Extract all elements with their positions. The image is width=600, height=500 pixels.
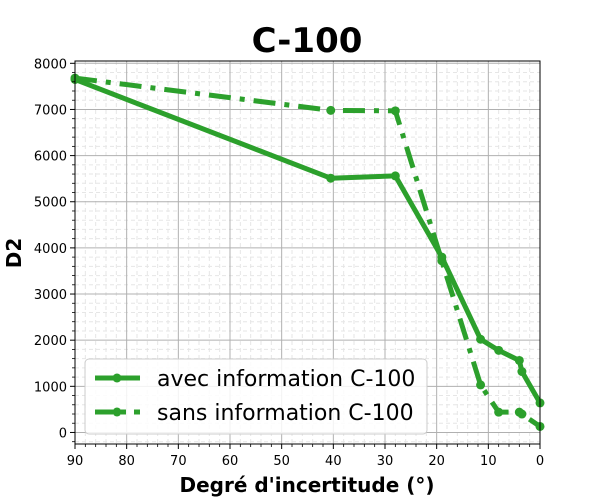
series-2: [70, 73, 545, 431]
data-point: [476, 380, 486, 390]
y-tick-label: 6000: [34, 150, 67, 165]
x-tick-label: 10: [480, 454, 497, 469]
y-tick-label: 1000: [34, 380, 67, 395]
data-point: [476, 334, 486, 344]
y-axis-label: D2: [2, 238, 26, 269]
data-point: [326, 105, 336, 115]
data-point: [514, 355, 524, 365]
y-tick-label: 3000: [34, 288, 67, 303]
data-point: [517, 367, 527, 377]
y-tick-label: 8000: [34, 57, 67, 72]
series-1: [70, 74, 545, 408]
x-tick-label: 80: [118, 454, 135, 469]
x-tick-label: 0: [536, 454, 544, 469]
data-point: [494, 345, 504, 355]
series-layer: [70, 73, 545, 431]
data-point: [517, 409, 527, 419]
x-tick-label: 40: [325, 454, 342, 469]
legend-marker: [112, 407, 122, 417]
legend-label: sans information C-100: [157, 401, 414, 426]
x-tick-label: 30: [377, 454, 394, 469]
x-axis: 90 80 70 60 50 40 30 20 10 0: [67, 444, 544, 469]
x-tick-label: 20: [428, 454, 445, 469]
data-point: [437, 256, 447, 266]
data-point: [390, 106, 400, 116]
y-axis: 0 1000 2000 3000 4000 5000 6000 7000 8000: [34, 57, 75, 443]
data-point: [326, 173, 336, 183]
data-point: [390, 171, 400, 181]
plot-frame: [74, 60, 541, 445]
x-tick-label: 70: [170, 454, 187, 469]
y-tick-label: 4000: [34, 242, 67, 257]
x-tick-label: 50: [273, 454, 290, 469]
x-tick-label: 60: [222, 454, 239, 469]
y-tick-label: 2000: [34, 334, 67, 349]
x-tick-label: 90: [67, 454, 84, 469]
minor-grid: [75, 61, 540, 444]
legend-marker: [112, 373, 122, 383]
y-tick-label: 0: [59, 426, 67, 441]
legend-label: avec information C-100: [157, 367, 415, 392]
data-point: [494, 407, 504, 417]
legend-box: [84, 358, 428, 435]
y-tick-label: 7000: [34, 103, 67, 118]
chart-title: C-100: [252, 21, 363, 61]
y-tick-label: 5000: [34, 196, 67, 211]
x-axis-label: Degré d'incertitude (°): [179, 473, 434, 497]
legend: avec information C-100 sans information C…: [84, 358, 428, 435]
